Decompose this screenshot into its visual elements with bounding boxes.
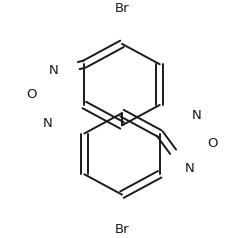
Text: O: O bbox=[26, 88, 36, 101]
Text: O: O bbox=[208, 137, 218, 150]
Text: N: N bbox=[49, 64, 59, 77]
Text: N: N bbox=[185, 162, 195, 175]
Text: N: N bbox=[191, 109, 201, 122]
Text: Br: Br bbox=[115, 2, 129, 15]
Text: N: N bbox=[43, 117, 53, 130]
Text: Br: Br bbox=[115, 223, 129, 236]
